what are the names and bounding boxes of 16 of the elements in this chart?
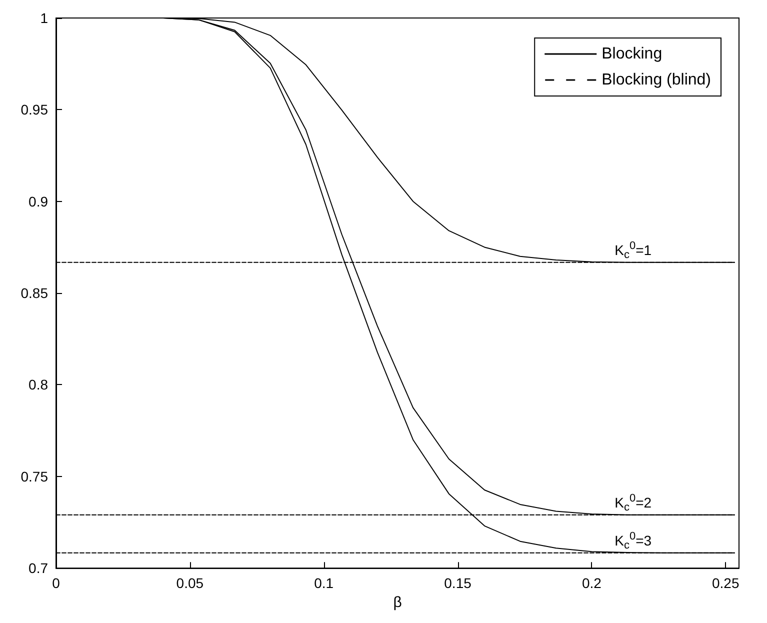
x-tick-label: 0.1 [314,575,334,592]
y-tick-label: 0.7 [28,560,48,576]
y-tick-label: 0.85 [20,285,48,302]
x-tick-label: 0.15 [444,575,472,592]
y-tick-label: 0.95 [20,102,48,118]
x-tick-label: 0 [52,575,60,592]
x-tick-label: 0.2 [582,575,602,592]
x-tick-label: 0.05 [176,575,204,592]
y-tick-label: 0.8 [28,376,48,393]
legend-label: Blocking (blind) [602,72,712,88]
y-tick-label: 0.9 [28,193,48,210]
y-tick-label: 1 [40,10,48,26]
legend-label: Blocking [602,46,662,62]
x-tick-label: 0.25 [712,575,740,592]
y-tick-label: 0.75 [20,468,48,484]
x-axis-title: β [393,594,402,611]
